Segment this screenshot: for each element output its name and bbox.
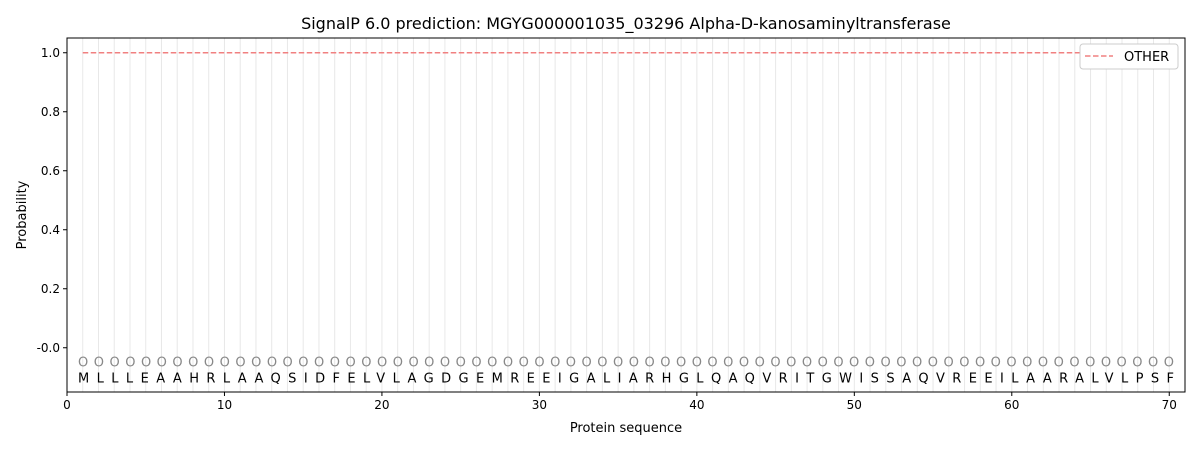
x-tick-label: 70 bbox=[1162, 398, 1177, 412]
residue-sequence: MLLLEAAHRLAAQSIDFELVLAGDGEMREEIGALIARHGL… bbox=[78, 371, 1174, 386]
y-axis-label: Probability bbox=[15, 180, 30, 249]
plot-frame bbox=[66, 37, 1186, 393]
x-axis-label: Protein sequence bbox=[570, 421, 682, 436]
x-tick-label: 60 bbox=[1004, 398, 1019, 412]
predicted-labels: OOOOOOOOOOOOOOOOOOOOOOOOOOOOOOOOOOOOOOOO… bbox=[78, 356, 1174, 371]
y-tick-label: 0.8 bbox=[41, 105, 60, 119]
legend-box bbox=[1079, 43, 1179, 70]
x-tick-label: 40 bbox=[689, 398, 704, 412]
legend-label-other: OTHER bbox=[1124, 50, 1169, 65]
y-tick-label: 1.0 bbox=[41, 46, 60, 60]
x-tick-label: 10 bbox=[217, 398, 232, 412]
y-tick-label: 0.6 bbox=[41, 164, 60, 178]
y-tick-label: 0.2 bbox=[41, 282, 60, 296]
x-tick-label: 30 bbox=[532, 398, 547, 412]
x-tick-label: 20 bbox=[374, 398, 389, 412]
x-tick-label: 50 bbox=[847, 398, 862, 412]
y-tick-label: 0.4 bbox=[41, 223, 60, 237]
x-tick-label: 0 bbox=[63, 398, 71, 412]
y-tick-label: -0.0 bbox=[37, 341, 60, 355]
chart-title: SignalP 6.0 prediction: MGYG000001035_03… bbox=[301, 14, 951, 34]
